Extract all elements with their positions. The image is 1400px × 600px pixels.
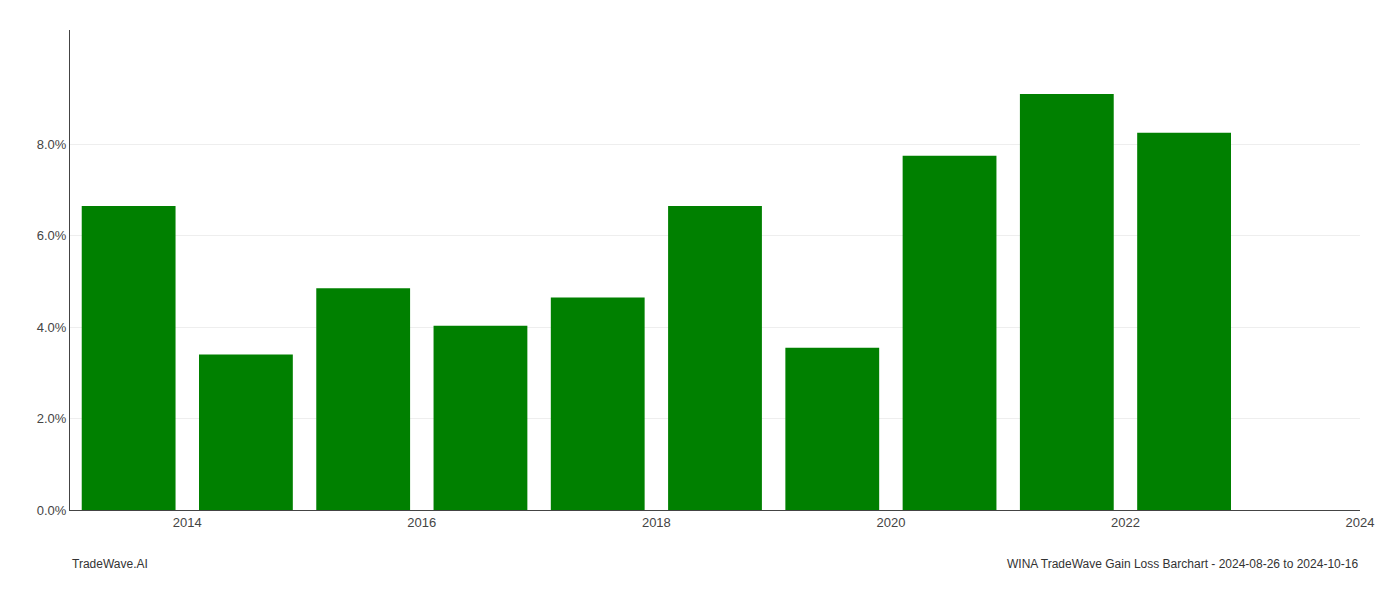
svg-text:TradeWave.AI: TradeWave.AI	[72, 557, 148, 571]
svg-text:2020: 2020	[876, 515, 905, 530]
svg-text:2016: 2016	[407, 515, 436, 530]
svg-text:6.0%: 6.0%	[37, 228, 67, 243]
svg-text:4.0%: 4.0%	[37, 320, 67, 335]
svg-text:WINA TradeWave Gain Loss Barch: WINA TradeWave Gain Loss Barchart - 2024…	[1007, 557, 1358, 571]
svg-text:2018: 2018	[642, 515, 671, 530]
svg-text:2.0%: 2.0%	[37, 411, 67, 426]
svg-text:2022: 2022	[1111, 515, 1140, 530]
svg-text:8.0%: 8.0%	[37, 137, 67, 152]
svg-text:2024: 2024	[1346, 515, 1375, 530]
svg-text:2014: 2014	[173, 515, 202, 530]
svg-text:0.0%: 0.0%	[37, 503, 67, 518]
